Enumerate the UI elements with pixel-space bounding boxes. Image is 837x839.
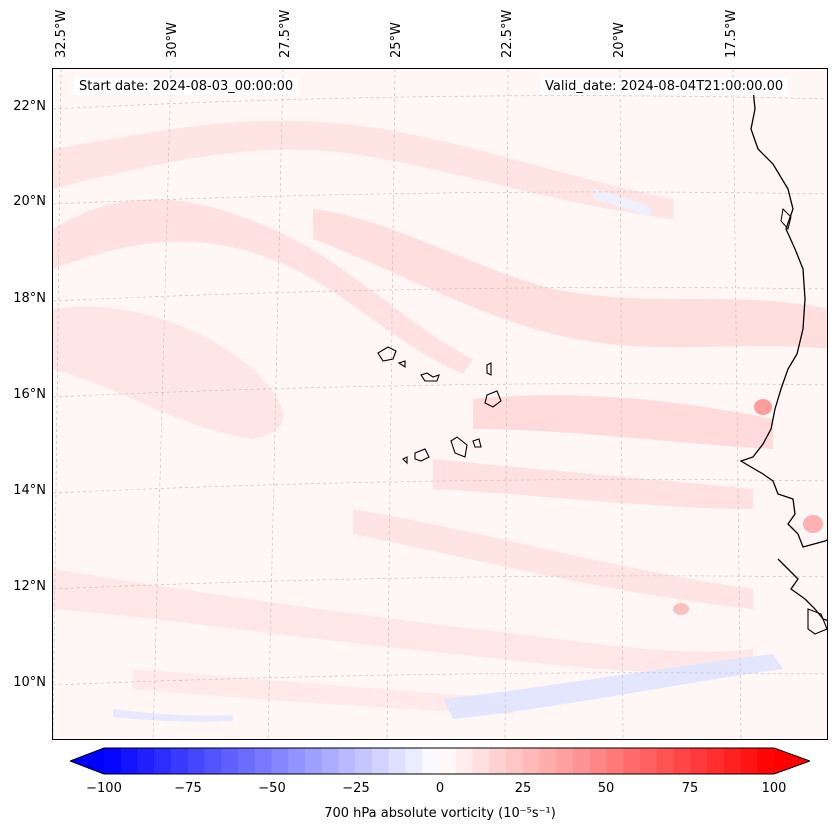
colorbar-gradient [68,747,812,775]
colorbar-level [539,748,557,774]
colorbar-level [238,748,256,774]
colorbar-level [489,748,507,774]
colorbar-tick-neg75: −75 [174,781,202,796]
colorbar-level [187,748,205,774]
colorbar-level [472,748,490,774]
colorbar-level [137,748,155,774]
colorbar-level [589,748,607,774]
colorbar-level [405,748,423,774]
colorbar-level [321,748,339,774]
map-panel [52,68,828,740]
colorbar-level [690,748,708,774]
lon-label-20w: 20°W [612,22,627,58]
lat-label-14n: 14°N [13,483,46,498]
colorbar-level [372,748,390,774]
colorbar-level [556,748,574,774]
colorbar-level [355,748,373,774]
colorbar-level [305,748,323,774]
colorbar-tick-neg50: −50 [258,781,286,796]
lon-label-22-5w: 22.5°W [500,9,515,58]
colorbar-label: 700 hPa absolute vorticity (10⁻⁵s⁻¹) [324,806,556,821]
colorbar-level [506,748,524,774]
colorbar-tick-neg25: −25 [342,781,370,796]
lat-label-22n: 22°N [13,99,46,114]
colorbar-extend-high [774,748,810,774]
lat-label-18n: 18°N [13,291,46,306]
colorbar-level [757,748,775,774]
colorbar-tick-25: 25 [514,781,532,796]
lat-label-10n: 10°N [13,675,46,690]
vorticity-field [53,69,827,739]
lon-label-17-5w: 17.5°W [724,9,739,58]
colorbar-extend-low [70,748,104,774]
colorbar-level [388,748,406,774]
lon-label-30w: 30°W [165,22,180,58]
colorbar-tick-100: 100 [761,781,787,796]
start-date-label: Start date: 2024-08-03_00:00:00 [74,78,299,95]
colorbar [68,746,812,776]
lat-label-12n: 12°N [13,579,46,594]
colorbar-level [171,748,189,774]
colorbar-level [221,748,239,774]
colorbar-level [707,748,725,774]
lat-label-16n: 16°N [13,387,46,402]
colorbar-tick-50: 50 [597,781,615,796]
colorbar-level [573,748,591,774]
colorbar-level [288,748,306,774]
colorbar-level [455,748,473,774]
colorbar-level [640,748,658,774]
colorbar-level [120,748,138,774]
lon-label-32-5w: 32.5°W [54,9,69,58]
colorbar-level [723,748,741,774]
lat-label-20n: 20°N [13,194,46,209]
colorbar-level [271,748,289,774]
colorbar-tick-0: 0 [435,781,445,796]
colorbar-level [606,748,624,774]
colorbar-level [656,748,674,774]
colorbar-level [154,748,172,774]
colorbar-level [104,748,122,774]
colorbar-level [204,748,222,774]
lon-label-27-5w: 27.5°W [278,9,293,58]
colorbar-level [623,748,641,774]
colorbar-tick-neg100: −100 [86,781,122,796]
valid-date-label: Valid_date: 2024-08-04T21:00:00.00 [540,78,789,95]
colorbar-level [673,748,691,774]
colorbar-level [522,748,540,774]
lon-label-25w: 25°W [389,22,404,58]
colorbar-level [422,748,440,774]
colorbar-level [254,748,272,774]
colorbar-level [740,748,758,774]
colorbar-level [439,748,457,774]
colorbar-tick-75: 75 [681,781,699,796]
colorbar-level [338,748,356,774]
